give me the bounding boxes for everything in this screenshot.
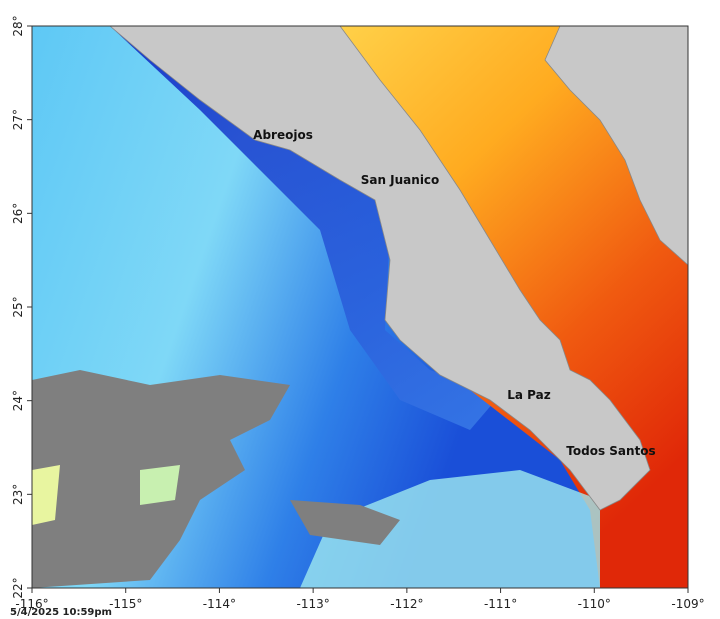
yellow-patch [140,465,180,505]
x-tick-label: -111° [484,597,517,611]
place-label: Abreojos [253,128,313,142]
x-tick-label: -114° [203,597,236,611]
y-tick-label: 27° [11,109,25,130]
x-tick-label: -113° [297,597,330,611]
x-tick-label: -109° [671,597,704,611]
y-tick-label: 28° [11,15,25,36]
x-tick-label: -112° [390,597,423,611]
timestamp: 5/4/2025 10:59pm [10,607,112,618]
x-tick-label: -116° [15,597,48,611]
map-area [31,25,689,589]
y-tick-label: 24° [11,390,25,411]
cloud-mask [290,500,400,545]
place-label: San Juanico [361,173,440,187]
y-tick-label: 22° [11,577,25,598]
baja-peninsula [108,25,651,511]
x-tick-label: -110° [578,597,611,611]
y-tick-label: 23° [11,484,25,505]
place-label: La Paz [507,388,550,402]
place-label: Todos Santos [566,444,655,458]
x-tick-label: -115° [109,597,142,611]
warm-patch [300,470,600,588]
yellow-patch [32,465,60,525]
y-tick-label: 26° [11,203,25,224]
y-tick-label: 25° [11,296,25,317]
